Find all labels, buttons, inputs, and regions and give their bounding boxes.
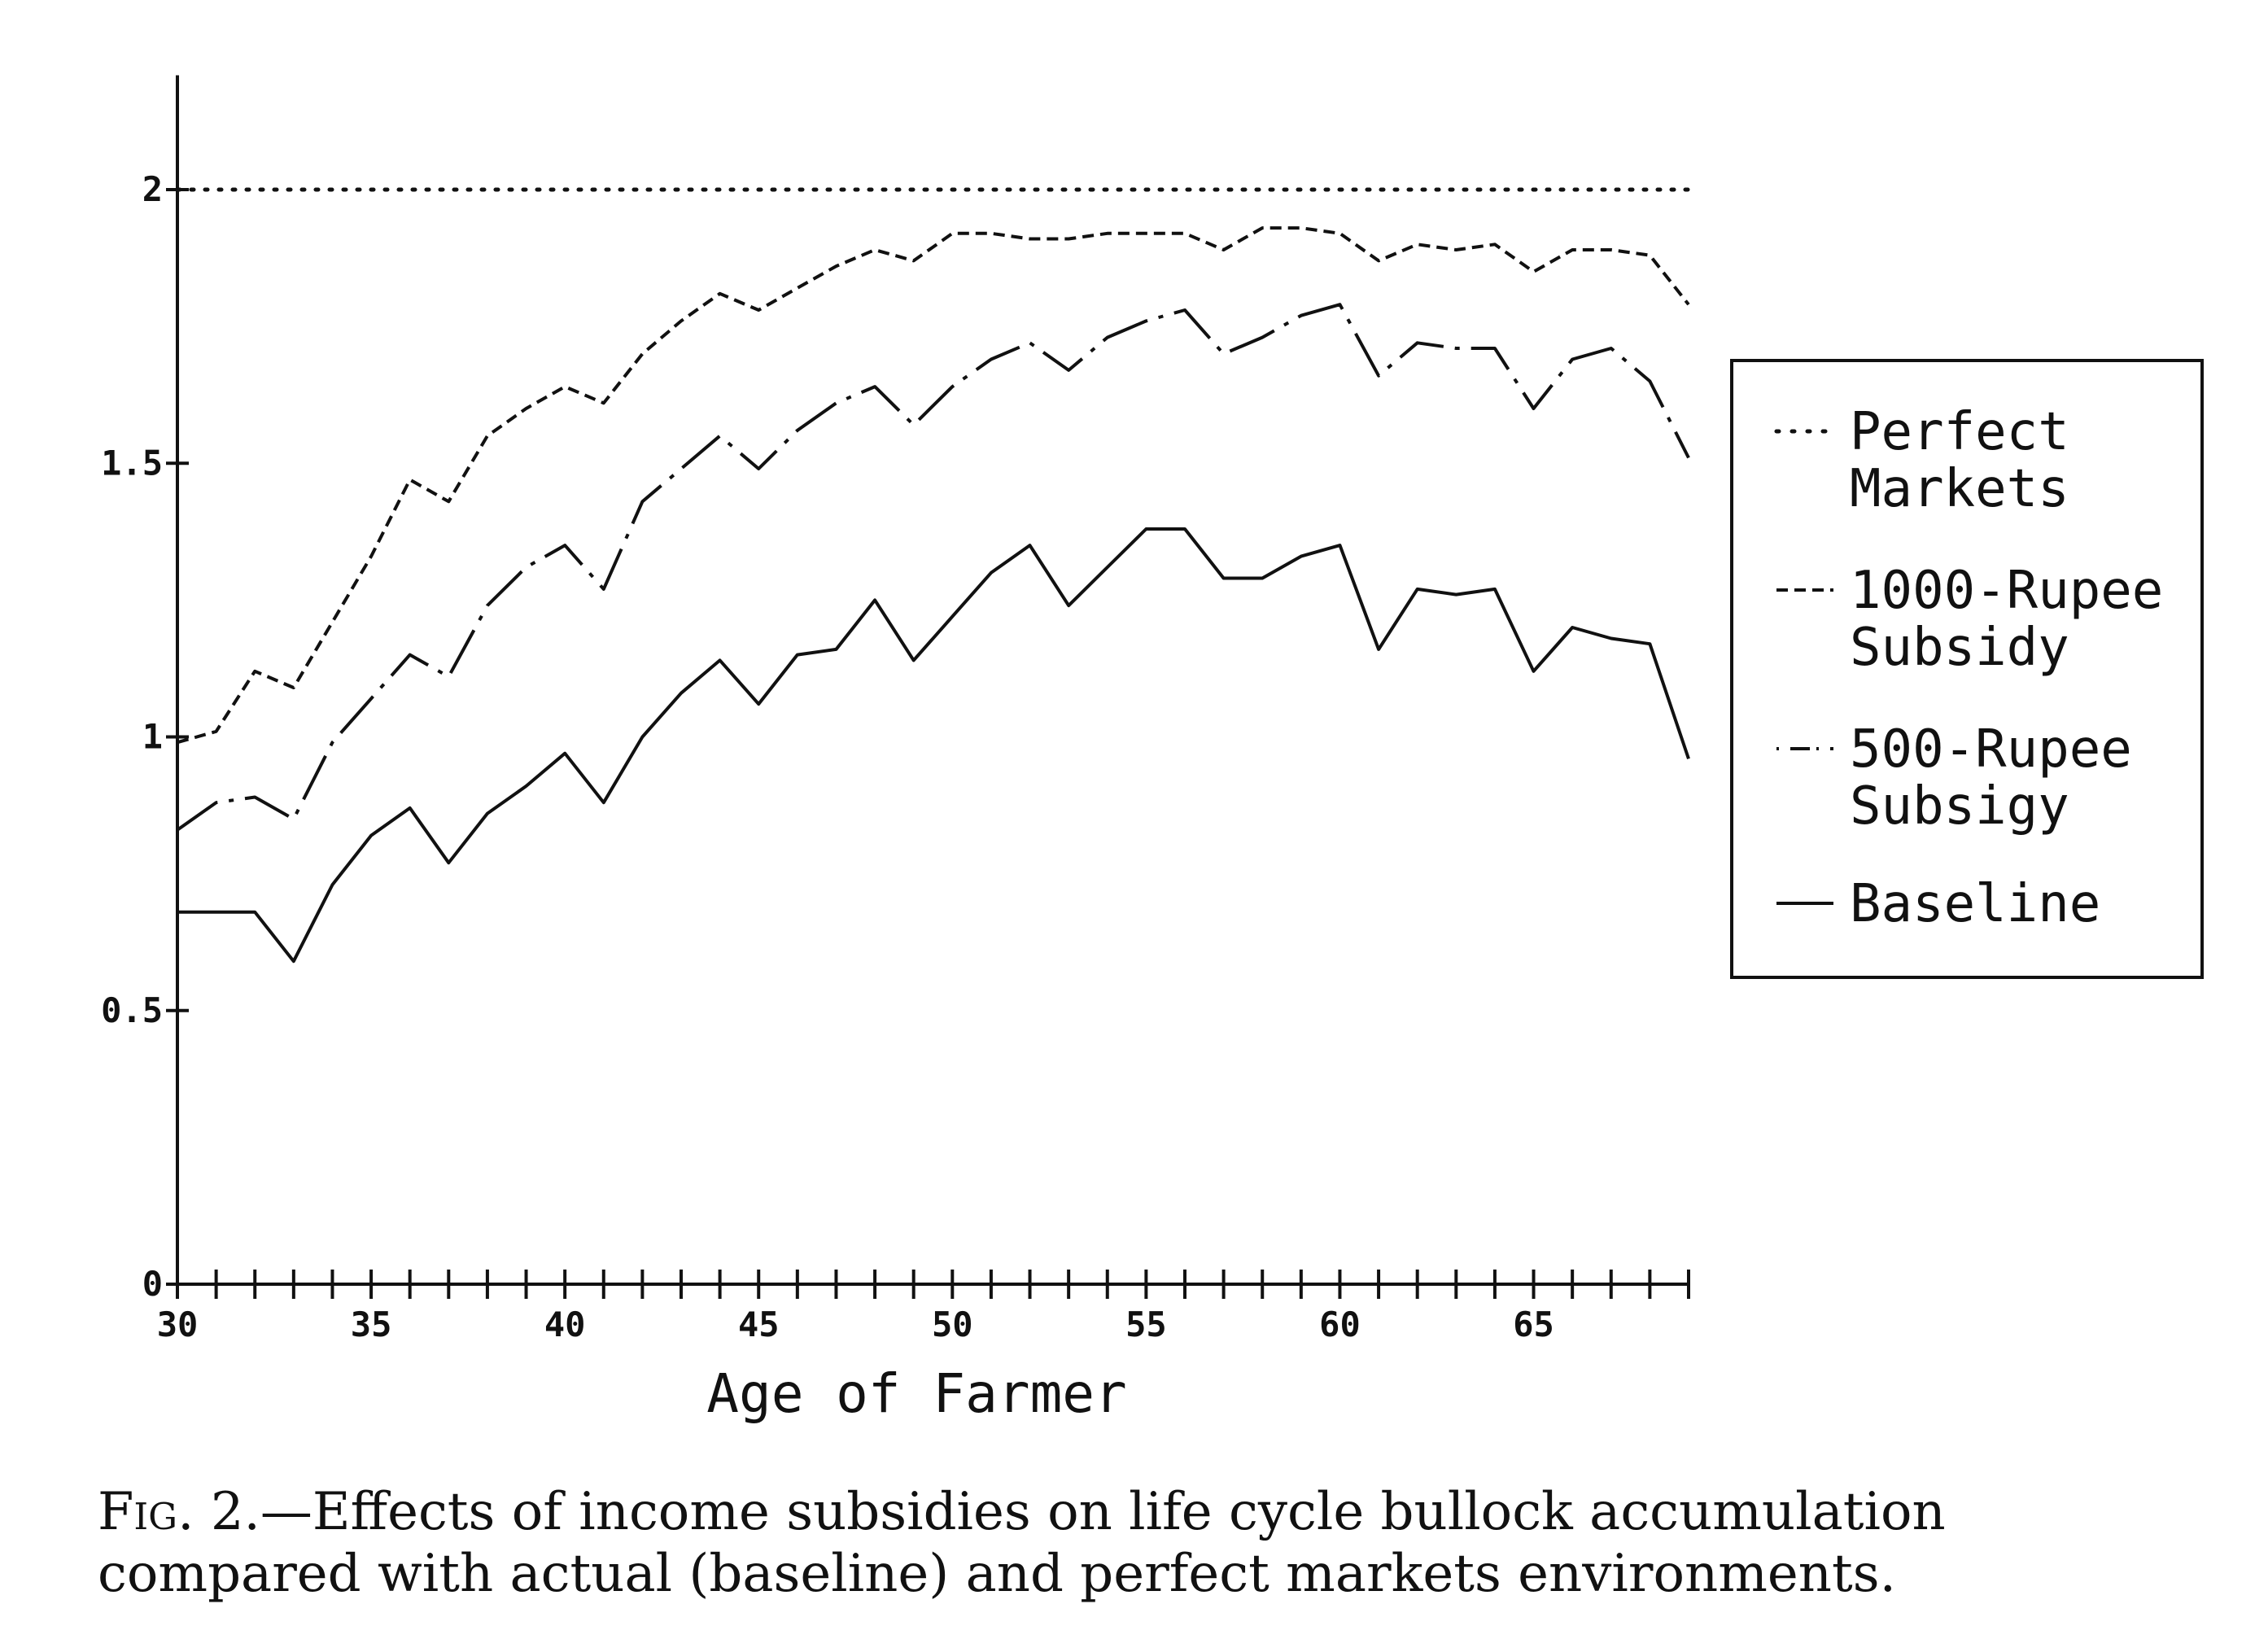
data-point xyxy=(1261,188,1264,191)
legend-label: Perfect xyxy=(1850,402,2069,462)
x-tick-label: 65 xyxy=(1513,1305,1554,1344)
data-point xyxy=(1648,254,1651,257)
series-baseline xyxy=(177,527,1690,964)
legend-label-line2: Markets xyxy=(1850,459,2069,519)
x-tick-label: 45 xyxy=(738,1305,780,1344)
legend-label: 500-Rupee xyxy=(1850,719,2132,780)
data-point xyxy=(563,385,566,388)
data-point xyxy=(1416,243,1419,246)
data-point xyxy=(1222,352,1226,356)
data-point xyxy=(1029,188,1032,191)
x-tick-label: 50 xyxy=(932,1305,973,1344)
data-point xyxy=(873,248,876,251)
series-line xyxy=(177,226,1690,745)
y-tick-label: 1 xyxy=(142,717,163,757)
data-point xyxy=(1222,188,1226,191)
legend-box xyxy=(1730,359,2204,979)
data-point xyxy=(292,817,295,820)
x-tick-label: 35 xyxy=(351,1305,392,1344)
legend-label-line2: Subsigy xyxy=(1850,776,2069,837)
series-perfect-markets xyxy=(175,187,1691,192)
caption-text: —Effects of income subsidies on life cyc… xyxy=(98,1482,1946,1604)
series-1000-rupee-subsidy xyxy=(177,226,1690,745)
data-point xyxy=(1416,188,1419,191)
figure-label: Fig. 2. xyxy=(98,1482,260,1542)
x-tick-label: 55 xyxy=(1125,1305,1167,1344)
data-point xyxy=(253,188,256,191)
data-point xyxy=(331,620,334,623)
legend-label: 1000-Rupee xyxy=(1850,561,2163,621)
data-point xyxy=(1648,188,1651,191)
y-tick-label: 1.5 xyxy=(101,443,163,483)
y-tick-label: 0.5 xyxy=(101,990,163,1030)
x-tick-label: 30 xyxy=(157,1305,199,1344)
data-point xyxy=(1454,188,1457,191)
figure-caption: Fig. 2.—Effects of income subsidies on l… xyxy=(98,1481,2213,1605)
data-point xyxy=(640,188,644,191)
y-tick-label: 0 xyxy=(142,1264,163,1304)
data-point xyxy=(835,188,838,191)
legend-label: Baseline xyxy=(1850,874,2100,934)
series-500-rupee-subsigy xyxy=(176,303,1690,832)
data-point xyxy=(680,188,683,191)
axes: 0 0.5 1 1.5 2 30 35 40 45 50 55 60 65 xyxy=(101,75,1690,1344)
data-point xyxy=(1067,188,1070,191)
legend-label-line2: Subsidy xyxy=(1850,618,2069,678)
series-line xyxy=(176,303,1690,832)
series-line xyxy=(177,527,1690,964)
x-axis-title: Age of Farmer xyxy=(706,1362,1127,1425)
data-point xyxy=(912,423,916,426)
data-point xyxy=(447,675,450,679)
data-point xyxy=(1610,188,1613,191)
x-tick-label: 60 xyxy=(1319,1305,1361,1344)
data-point xyxy=(990,232,993,235)
y-tick-label: 2 xyxy=(142,169,163,209)
data-point xyxy=(1183,232,1186,235)
data-point xyxy=(873,188,876,191)
series-layer xyxy=(175,187,1691,964)
data-point xyxy=(525,566,528,569)
data-point xyxy=(1300,226,1303,229)
data-point xyxy=(447,188,450,191)
x-tick-label: 40 xyxy=(544,1305,586,1344)
